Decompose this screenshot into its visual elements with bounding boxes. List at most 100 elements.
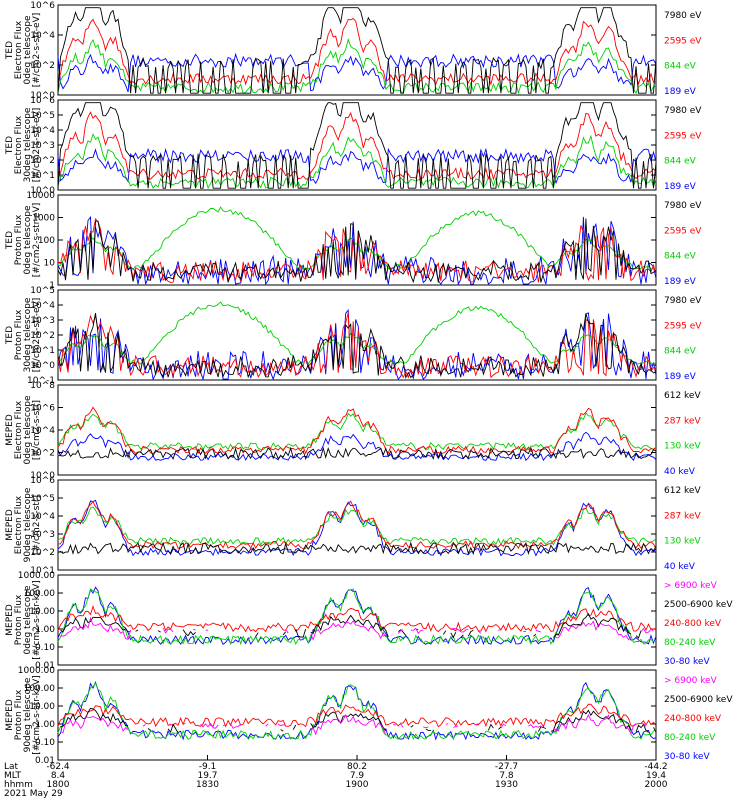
- series-green: [57, 301, 657, 365]
- y-tick-label: 10^3: [30, 141, 55, 151]
- series-blue: [57, 52, 657, 93]
- x-tick-mlt: 7.9: [350, 771, 365, 781]
- legend-entry: 2500-6900 keV: [664, 600, 733, 610]
- y-axis-label: 90deg telescope: [23, 487, 33, 562]
- x-tick-lat: 80.2: [347, 762, 367, 772]
- legend-entry: 80-240 keV: [664, 638, 716, 648]
- y-tick-label: 10^5: [30, 494, 55, 504]
- y-axis-label: Proton Flux: [14, 689, 24, 740]
- x-tick-hhmm: 1800: [47, 780, 70, 790]
- panel-4: 10^-1 10^0 10^1 10^2 10^3 10^4 10^5 TED Proton F…: [5, 286, 702, 386]
- x-row-label: Lat: [4, 762, 19, 772]
- series-magenta: [60, 616, 654, 641]
- y-axis-label: [#/cm2-s-str]: [32, 400, 42, 460]
- series-black: [57, 218, 657, 284]
- legend-entry: 2500-6900 keV: [664, 695, 733, 705]
- y-axis-label: 30deg telescope: [23, 297, 33, 372]
- y-tick-label: 10^-1: [27, 376, 55, 386]
- y-tick-label: 100.00: [24, 589, 56, 599]
- y-tick-label: 10^6: [30, 96, 55, 106]
- y-axis-label: TED: [5, 41, 15, 60]
- y-tick-label: 10.00: [29, 702, 55, 712]
- y-tick-label: 10^2: [30, 156, 55, 166]
- x-tick-lat: -9.1: [199, 762, 217, 772]
- y-tick-label: 10^1: [30, 566, 55, 576]
- x-tick-hhmm: 1930: [495, 780, 518, 790]
- legend-entry: 40 keV: [664, 562, 696, 572]
- panel-6: 10^1 10^2 10^3 10^4 10^5 10^6 MEPED Electron Fl…: [5, 476, 701, 576]
- y-tick-label: 10^4: [30, 512, 55, 522]
- series-black: [57, 313, 657, 379]
- y-tick-label: 0.01: [35, 756, 55, 766]
- legend-entry: 2595 eV: [664, 226, 702, 236]
- y-axis-label: [#/cm2-s-str-keV]: [32, 580, 42, 659]
- y-axis-label: Proton Flux: [14, 594, 24, 645]
- y-axis-label: 0deg telescope: [23, 395, 33, 465]
- x-tick-lat: -62.4: [46, 762, 70, 772]
- legend-entry: 130 keV: [664, 537, 701, 547]
- y-tick-label: 10.00: [29, 607, 55, 617]
- x-tick-hhmm: 1830: [196, 780, 219, 790]
- legend-entry: 40 keV: [664, 467, 696, 477]
- legend-entry: 30-80 keV: [664, 752, 710, 762]
- series-black: [57, 541, 657, 556]
- x-row-label: hhmm: [4, 780, 33, 790]
- y-tick-label: 1000.00: [18, 571, 55, 581]
- legend-entry: 612 keV: [664, 391, 701, 401]
- series-black: [57, 7, 657, 94]
- y-tick-label: 10^5: [30, 111, 55, 121]
- x-tick-lat: -27.7: [495, 762, 518, 772]
- y-tick-label: 0.10: [35, 738, 55, 748]
- legend-entry: 7980 eV: [664, 11, 702, 21]
- date-label: 2021 May 29: [4, 789, 63, 799]
- legend-entry: 7980 eV: [664, 106, 702, 116]
- panel-3: 1 10 100 1000 10000 TED Proton Flux 0deg telesc…: [5, 191, 702, 291]
- y-tick-label: 10^4: [30, 301, 55, 311]
- y-axis-label: [#/cm2-s-str-eV]: [32, 298, 42, 373]
- series-blue: [57, 681, 657, 741]
- panel-1: 10^0 10^2 10^4 10^6 TED Electron Flux 0deg tel…: [5, 1, 702, 101]
- y-tick-label: 10^3: [30, 530, 55, 540]
- x-tick-lat: -44.2: [644, 762, 667, 772]
- y-tick-label: 10^3: [30, 316, 55, 326]
- legend-entry: 844 eV: [664, 347, 697, 357]
- series-black: [57, 446, 657, 461]
- y-tick-label: 10^8: [30, 381, 55, 391]
- y-tick-label: 10^0: [30, 186, 55, 196]
- x-tick-mlt: 19.4: [646, 771, 666, 781]
- y-axis-label: [#/cm2-s-str-eV]: [32, 13, 42, 88]
- legend-entry: 2595 eV: [664, 321, 702, 331]
- series-red: [57, 500, 657, 550]
- x-tick-mlt: 8.4: [51, 771, 66, 781]
- y-axis-label: Electron Flux: [14, 400, 24, 459]
- x-tick-mlt: 7.8: [499, 771, 514, 781]
- y-axis-label: 0deg telescope: [23, 15, 33, 85]
- legend-entry: 130 keV: [664, 442, 701, 452]
- y-tick-label: 10^0: [30, 91, 55, 101]
- y-tick-label: 10: [44, 259, 56, 269]
- y-axis-label: TED: [5, 231, 15, 250]
- series-red: [57, 111, 657, 181]
- y-tick-label: 1: [49, 281, 55, 291]
- y-tick-label: 10^4: [30, 31, 55, 41]
- y-axis-label: [#/cm2-s-str-keV]: [32, 675, 42, 754]
- y-tick-label: 10^2: [30, 449, 55, 459]
- legend-entry: 80-240 keV: [664, 733, 716, 743]
- y-axis-label: 30deg telescope: [23, 107, 33, 182]
- series-green: [57, 506, 657, 546]
- y-tick-label: 10000: [26, 191, 55, 201]
- y-axis-label: Electron Flux: [14, 495, 24, 554]
- y-tick-label: 100.00: [24, 684, 56, 694]
- legend-entry: 30-80 keV: [664, 657, 710, 667]
- y-axis-label: TED: [5, 136, 15, 155]
- y-tick-label: 10^0: [30, 471, 55, 481]
- legend-entry: 189 eV: [664, 277, 697, 287]
- x-row-label: MLT: [4, 771, 22, 781]
- y-tick-label: 10^6: [30, 476, 55, 486]
- y-axis-label: [#/cm2-s-str]: [32, 495, 42, 555]
- series-green: [57, 37, 657, 95]
- series-red: [57, 406, 657, 455]
- y-tick-label: 10^5: [30, 286, 55, 296]
